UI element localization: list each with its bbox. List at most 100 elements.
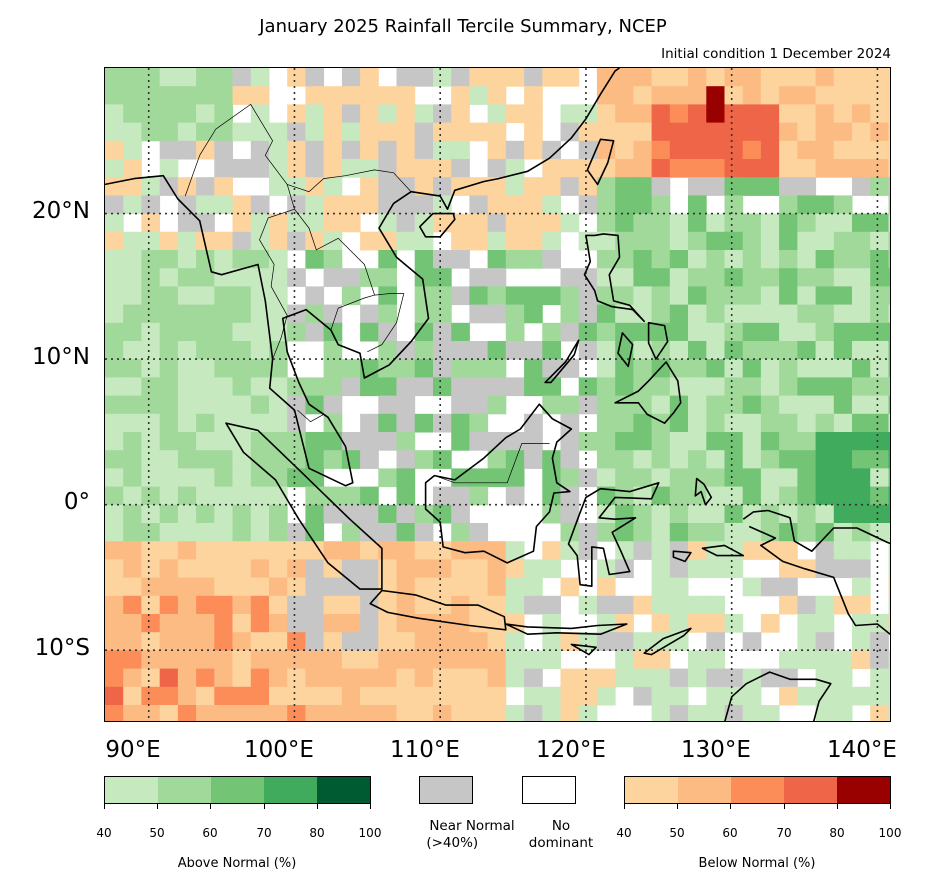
tercile-cell (833, 395, 853, 415)
tercile-cell (232, 250, 252, 269)
tercile-cell (451, 159, 470, 178)
tercile-cell (305, 395, 325, 415)
tercile-cell (287, 668, 306, 688)
tercile-cell (724, 159, 744, 178)
tercile-cell (141, 632, 161, 651)
tercile-cell (669, 140, 689, 160)
tercile-cell (742, 705, 762, 721)
tercile-cell (360, 450, 379, 469)
tercile-cell (688, 213, 707, 233)
tercile-cell (232, 322, 252, 342)
tercile-cell (487, 341, 507, 360)
tercile-cell (542, 195, 561, 215)
tercile-cell (633, 268, 653, 287)
tercile-cell (542, 650, 561, 670)
tercile-cell (833, 140, 853, 160)
tercile-cell (779, 595, 798, 615)
tercile-cell (269, 231, 288, 251)
tercile-cell (852, 322, 871, 342)
tercile-cell (633, 68, 653, 87)
tercile-cell (760, 104, 780, 124)
tercile-cell (852, 86, 871, 105)
tercile-cell (742, 213, 762, 233)
tercile-cell (524, 559, 543, 579)
tercile-cell (742, 432, 762, 451)
tercile-cell (360, 686, 379, 706)
tercile-cell (305, 304, 325, 324)
tercile-cell (669, 413, 689, 433)
tercile-cell (396, 413, 416, 433)
tercile-cell (797, 213, 817, 233)
tercile-cell (779, 432, 798, 451)
country-borders (184, 103, 550, 484)
tercile-cell (833, 286, 853, 306)
tercile-cell (779, 140, 798, 160)
tercile-cell (141, 432, 161, 451)
no-dominant-label-line1: No (551, 818, 571, 834)
tercile-cell (724, 450, 744, 469)
tercile-cell (269, 159, 288, 178)
tercile-cell (250, 686, 270, 706)
tercile-cell (487, 450, 507, 469)
tercile-cell (396, 504, 416, 524)
tercile-cell (633, 486, 653, 506)
tercile-cell (651, 177, 671, 196)
below-seg-5 (837, 777, 890, 803)
tercile-cell (414, 359, 434, 378)
tercile-cell (724, 250, 744, 269)
tercile-cell (706, 523, 725, 542)
tercile-cell (123, 486, 142, 506)
tercile-cell (669, 250, 689, 269)
tercile-cell (323, 541, 343, 560)
tercile-cell (159, 268, 179, 287)
tercile-cell (779, 231, 798, 251)
tercile-cell (487, 195, 507, 215)
tercile-cell (742, 504, 762, 524)
tercile-cell (578, 705, 598, 721)
tercile-cell (196, 432, 215, 451)
seram-coastline (701, 544, 745, 557)
tercile-cell (105, 413, 124, 433)
tercile-cell (724, 614, 744, 633)
tercile-cell (469, 668, 489, 688)
tercile-cell (214, 395, 233, 415)
tercile-cell (250, 250, 270, 269)
tercile-cell (487, 286, 507, 306)
tercile-cell (433, 486, 452, 506)
tercile-cell (505, 322, 525, 342)
tercile-cell (560, 395, 580, 415)
tercile-cell (360, 322, 379, 342)
tercile-cell (414, 413, 434, 433)
above-normal-label: Above Normal (%) (177, 856, 297, 871)
tercile-cell (105, 395, 124, 415)
below-tick-50: 50 (669, 826, 685, 840)
above-seg-2 (158, 777, 211, 803)
tercile-cell (633, 595, 653, 615)
tercile-cell (760, 395, 780, 415)
tercile-cell (196, 632, 215, 651)
tercile-cell (578, 541, 598, 560)
tercile-cell (888, 268, 890, 287)
tercile-cell (888, 304, 890, 324)
tercile-cell (378, 468, 397, 488)
tercile-cell (305, 68, 325, 87)
tercile-cell (651, 213, 671, 233)
tercile-cell (214, 577, 233, 597)
tercile-cell (633, 195, 653, 215)
tercile-cell (360, 86, 379, 105)
tercile-cell (560, 468, 580, 488)
tercile-cell (688, 523, 707, 542)
tercile-cell (524, 686, 543, 706)
tercile-cell (196, 104, 215, 124)
tercile-cell (360, 304, 379, 324)
tercile-cell (870, 468, 889, 488)
tercile-cell (852, 268, 871, 287)
tercile-cell (159, 377, 179, 397)
tercile-cell (633, 395, 653, 415)
tercile-cell (870, 686, 889, 706)
tercile-cell (669, 86, 689, 105)
tercile-cell (196, 595, 215, 615)
tercile-cell (560, 705, 580, 721)
tercile-cell (524, 359, 543, 378)
tercile-cell (123, 177, 142, 196)
